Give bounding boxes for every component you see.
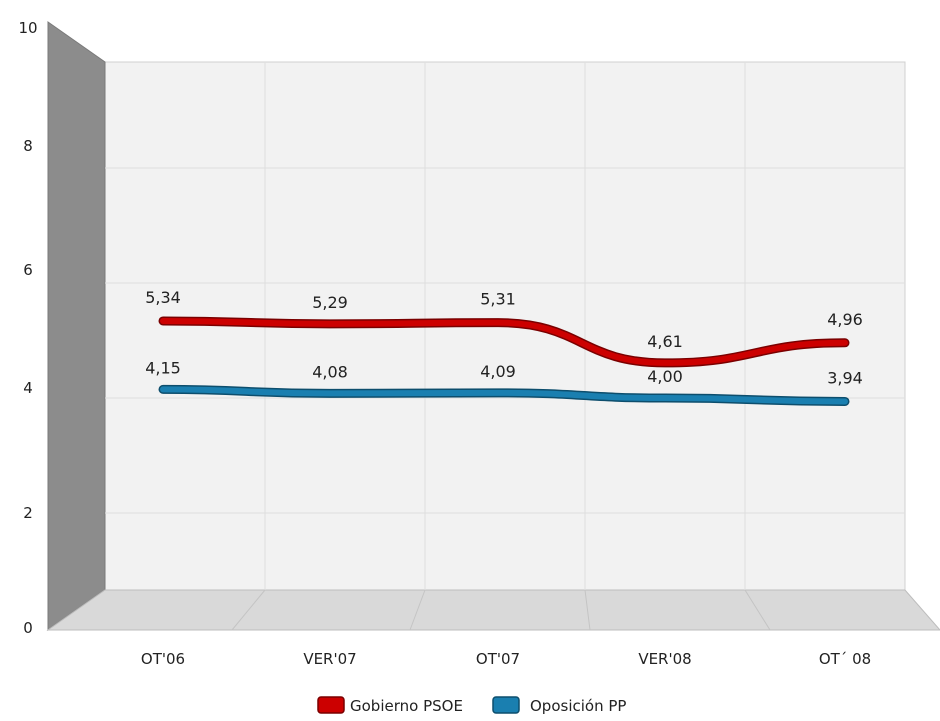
y-tick-label: 0 bbox=[23, 619, 33, 637]
y-tick-label: 8 bbox=[23, 137, 33, 155]
data-label: 4,96 bbox=[827, 310, 863, 329]
left-wall bbox=[47, 21, 106, 631]
data-label: 4,15 bbox=[145, 358, 181, 377]
x-tick-label: VER'07 bbox=[303, 650, 356, 668]
data-labels: 5,34 5,29 5,31 4,61 4,96 4,15 4,08 4,09 4,00 3,94 bbox=[145, 288, 863, 388]
legend-label: Oposición PP bbox=[530, 697, 626, 715]
floor-grid-line bbox=[231, 589, 266, 631]
legend-swatch bbox=[492, 696, 520, 714]
legend: Gobierno PSOE Oposición PP bbox=[317, 696, 626, 715]
y-axis-ticks: 0 2 4 6 8 10 bbox=[18, 19, 37, 637]
floor-grid-line bbox=[744, 589, 771, 631]
y-tick-label: 6 bbox=[23, 261, 33, 279]
data-label: 4,08 bbox=[312, 362, 348, 381]
x-tick-label: OT'07 bbox=[476, 650, 520, 668]
data-label: 5,31 bbox=[480, 290, 516, 309]
y-tick-label: 4 bbox=[23, 379, 33, 397]
data-label: 3,94 bbox=[827, 368, 863, 387]
series-lines bbox=[158, 316, 850, 406]
x-axis-ticks: OT'06 VER'07 OT'07 VER'08 OT´ 08 bbox=[141, 650, 871, 668]
data-label: 4,09 bbox=[480, 362, 516, 381]
series-line-oposicion bbox=[160, 386, 848, 405]
floor-grid-line bbox=[584, 589, 591, 631]
floor bbox=[46, 589, 940, 631]
legend-swatch bbox=[317, 696, 345, 714]
data-label: 5,34 bbox=[145, 288, 181, 307]
legend-label: Gobierno PSOE bbox=[350, 697, 463, 715]
x-tick-label: OT´ 08 bbox=[819, 650, 871, 668]
x-tick-label: VER'08 bbox=[638, 650, 691, 668]
floor-grid-line bbox=[409, 589, 426, 631]
data-label: 4,61 bbox=[647, 332, 683, 351]
y-tick-label: 10 bbox=[18, 19, 37, 37]
data-label: 5,29 bbox=[312, 293, 348, 312]
data-label: 4,00 bbox=[647, 367, 683, 386]
x-tick-label: OT'06 bbox=[141, 650, 185, 668]
y-tick-label: 2 bbox=[23, 504, 33, 522]
series-line-gobierno bbox=[160, 317, 848, 366]
